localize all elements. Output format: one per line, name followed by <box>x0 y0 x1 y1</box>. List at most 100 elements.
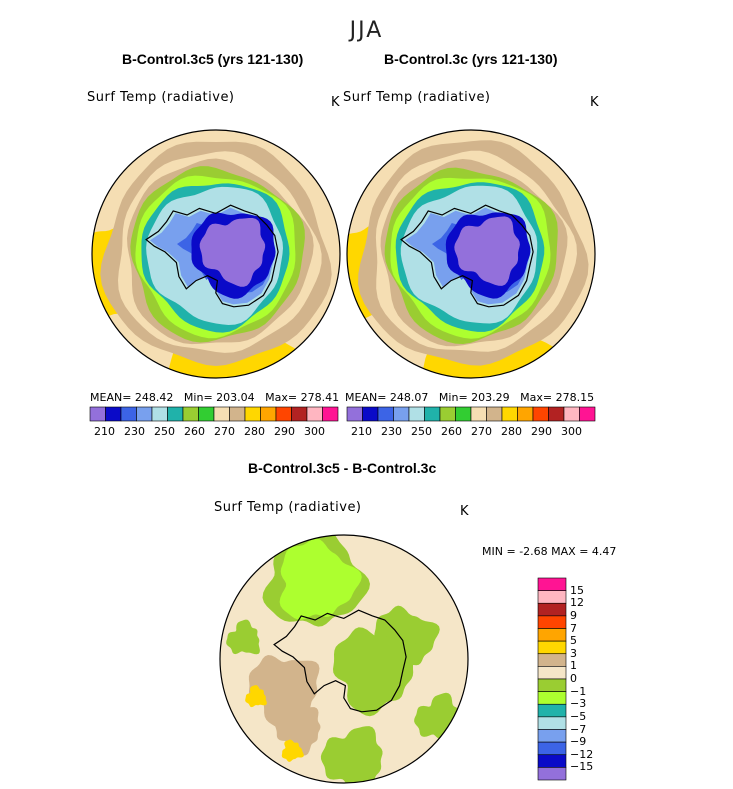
panel2-field <box>347 130 595 378</box>
panel2-colorbar-tick-label: 280 <box>501 425 522 438</box>
panel1-colorbar-swatch <box>244 406 261 422</box>
panel3-colorbar-swatch <box>537 615 567 629</box>
panel2-colorbar-tick-label: 230 <box>381 425 402 438</box>
panel1-colorbar-swatch <box>89 406 106 422</box>
panel3-polar-map <box>219 534 469 784</box>
panel3-colorbar-tick-label: 1 <box>570 659 577 673</box>
panel2-band-210 <box>454 216 520 286</box>
panel1-colorbar-swatch <box>322 406 339 422</box>
panel2-colorbar-swatch <box>377 406 394 422</box>
panel2-colorbar <box>346 406 596 422</box>
panel1-coastline <box>145 204 279 308</box>
panel2-coastline <box>400 204 534 308</box>
panel2-colorbar-swatch <box>346 406 363 422</box>
panel3-colorbar-tick-label: 5 <box>570 634 577 648</box>
panel1-colorbar-tick-label: 260 <box>184 425 205 438</box>
panel3-colorbar-tick-label: −7 <box>570 722 587 736</box>
panel2-colorbar-swatch <box>517 406 534 422</box>
panel1-colorbar-swatch <box>167 406 184 422</box>
panel2-mean-value: 248.07 <box>389 391 429 404</box>
panel3-pos-region-yellow-1 <box>245 685 267 708</box>
panel3-colorbar-swatch <box>537 590 567 604</box>
panel2-polar-map <box>346 129 596 379</box>
panel1-colorbar <box>89 406 339 422</box>
panel2-min-label: Min= <box>438 391 468 404</box>
panel2-colorbar-swatch <box>362 406 379 422</box>
panel3-colorbar-tick-label: −3 <box>570 697 587 711</box>
panel1-colorbar-tick-label: 280 <box>244 425 265 438</box>
panel3-colorbar-swatch <box>537 640 567 655</box>
panel3-colorbar-swatch <box>537 602 567 617</box>
panel3-colorbar-swatch <box>537 653 567 667</box>
panel3-max-value: 4.47 <box>591 545 617 558</box>
panel3-min-value: -2.68 <box>519 545 548 558</box>
panel1-colorbar-tick-label: 300 <box>304 425 325 438</box>
panel1-colorbar-swatch <box>198 406 215 422</box>
panel3-colorbar-swatch <box>537 628 567 642</box>
panel3-colorbar-tick-label: −5 <box>570 709 587 723</box>
panel3-colorbar-swatch <box>537 716 567 730</box>
panel3-coastline <box>273 609 407 713</box>
panel2-colorbar-swatch <box>439 406 456 422</box>
panel2-min-value: 203.29 <box>471 391 510 404</box>
panel2-colorbar-swatch <box>470 406 487 422</box>
panel1-mean-value: 248.42 <box>134 391 174 404</box>
panel1-max-value: 278.41 <box>300 391 340 404</box>
panel2-colorbar-swatch <box>563 406 580 422</box>
panel1-map-border <box>91 129 341 379</box>
panel2-colorbar-swatch <box>455 406 472 422</box>
panel1-max-label: Max= <box>265 391 298 404</box>
panel3-colorbar-tick-label: −9 <box>570 735 587 749</box>
panel1-polar-map <box>91 129 341 379</box>
panel3-variable-label: Surf Temp (radiative) <box>214 500 362 515</box>
panel3-title: B-Control.3c5 - B-Control.3c <box>248 460 437 476</box>
panel1-colorbar-tick-label: 270 <box>214 425 235 438</box>
panel3-colorbar-tick-label: 9 <box>570 608 577 622</box>
panel2-colorbar-tick-label: 270 <box>471 425 492 438</box>
panel1-min-label: Min= <box>183 391 213 404</box>
panel2-colorbar-swatch <box>501 406 518 422</box>
panel3-neg-region-south <box>320 726 383 783</box>
panel1-colorbar-tick-label: 210 <box>94 425 115 438</box>
panel2-colorbar-swatch <box>532 406 549 422</box>
panel3-colorbar-tick-label: 12 <box>570 596 584 610</box>
panel2-colorbar-tick-label: 250 <box>411 425 432 438</box>
panel3-neg-region-center <box>333 627 418 717</box>
panel1-colorbar-swatch <box>136 406 153 422</box>
panel2-max-label: Max= <box>520 391 553 404</box>
panel2-map-border <box>346 129 596 379</box>
panel3-colorbar-swatch <box>537 741 567 756</box>
panel3-field <box>220 535 468 783</box>
panel1-colorbar-swatch <box>213 406 230 422</box>
panel1-units-label: K <box>331 95 340 110</box>
panel1-colorbar-swatch <box>105 406 122 422</box>
panel3-colorbar-swatch <box>537 767 567 781</box>
panel3-units-label: K <box>460 504 469 519</box>
panel3-colorbar-swatch <box>537 678 567 692</box>
panel3-colorbar-swatch <box>537 703 567 718</box>
panel3-min-label: MIN = <box>482 545 516 558</box>
panel1-colorbar-swatch <box>120 406 137 422</box>
panel2-colorbar-swatch <box>393 406 410 422</box>
panel2-mean-label: MEAN= <box>345 391 387 404</box>
panel3-colorbar-tick-label: 15 <box>570 583 584 597</box>
panel1-mean-label: MEAN= <box>90 391 132 404</box>
panel2-max-value: 278.15 <box>555 391 595 404</box>
panel3-colorbar-swatch <box>537 577 567 591</box>
panel3-colorbar-tick-label: −1 <box>570 684 587 698</box>
panel1-field <box>92 130 340 378</box>
panel1-colorbar-swatch <box>306 406 323 422</box>
panel3-neg-region-far-west <box>226 619 260 655</box>
panel3-colorbar-swatch <box>537 666 567 680</box>
panel1-colorbar-swatch <box>229 406 246 422</box>
panel3-colorbar-tick-label: 7 <box>570 621 577 635</box>
panel3-colorbar <box>537 577 567 781</box>
panel1-title: B-Control.3c5 (yrs 121-130) <box>122 51 304 67</box>
panel3-neg-region-north-light <box>279 538 362 620</box>
panel3-colorbar-tick-label: 0 <box>570 672 577 685</box>
panel2-title: B-Control.3c (yrs 121-130) <box>384 51 558 67</box>
panel2-colorbar-swatch <box>408 406 425 422</box>
panel3-map-border <box>219 534 469 784</box>
panel1-colorbar-tick-label: 230 <box>124 425 145 438</box>
panel2-colorbar-swatch <box>579 406 596 422</box>
